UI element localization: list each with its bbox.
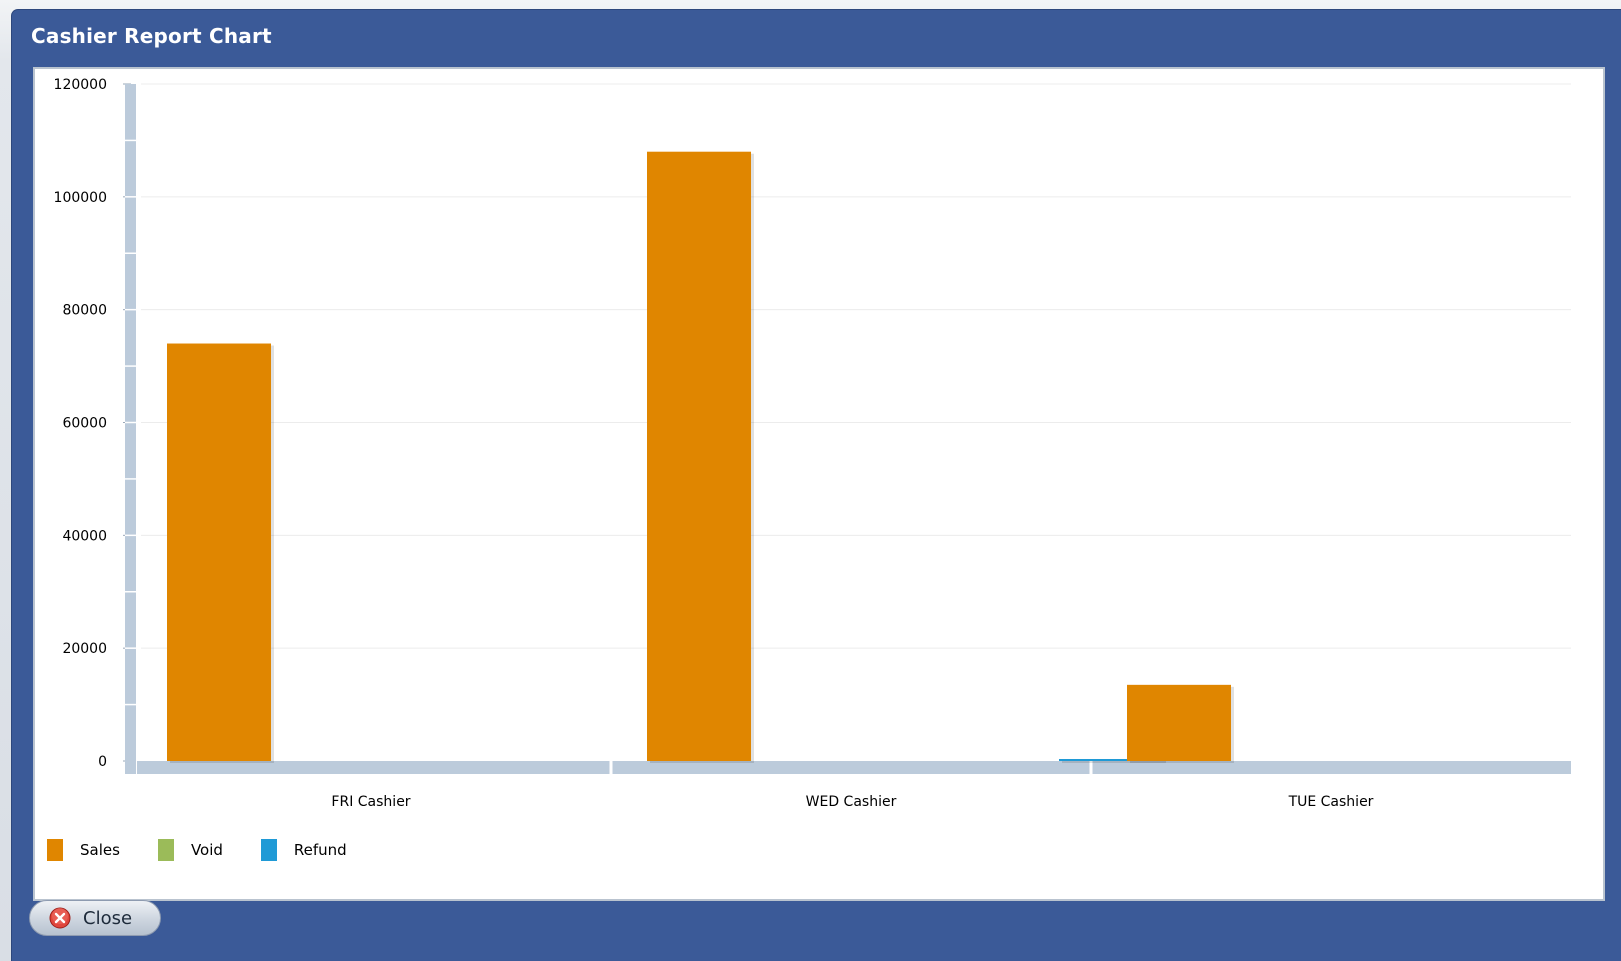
close-icon: [49, 907, 71, 929]
bar-sales: [647, 151, 751, 761]
bar-sales: [1127, 684, 1231, 761]
y-tick-label: 100000: [54, 190, 107, 206]
legend-swatch-refund: [260, 839, 277, 861]
x-category-label: WED Cashier: [806, 794, 897, 810]
chart-legend: Sales Void Refund: [47, 839, 385, 861]
close-button[interactable]: Close: [29, 900, 161, 936]
legend-label-void: Void: [190, 841, 223, 859]
legend-swatch-void: [157, 839, 174, 861]
bar-shadow: [1062, 761, 1166, 763]
legend-label-sales: Sales: [80, 841, 120, 859]
legend-item-refund[interactable]: Refund: [260, 839, 347, 861]
legend-item-sales[interactable]: Sales: [47, 839, 120, 861]
dialog-titlebar[interactable]: Cashier Report Chart: [12, 10, 1621, 58]
close-button-label: Close: [83, 907, 133, 929]
legend-label-refund: Refund: [293, 841, 347, 859]
legend-swatch-sales: [47, 839, 63, 861]
x-axis: [137, 761, 1571, 774]
x-axis-separator: [1089, 761, 1093, 774]
bar-sales: [167, 343, 271, 761]
y-tick-label: 60000: [62, 416, 107, 432]
y-axis: [125, 84, 136, 774]
y-tick-label: 0: [98, 754, 107, 770]
dialog-title: Cashier Report Chart: [31, 24, 272, 48]
x-axis-separator: [609, 761, 613, 774]
bar-refund: [1059, 759, 1163, 761]
y-tick-label: 20000: [62, 641, 107, 657]
y-tick-label: 80000: [62, 303, 107, 319]
y-tick-label: 120000: [54, 77, 107, 93]
y-tick-label: 40000: [62, 528, 107, 544]
chart-dialog: Cashier Report Chart 0 20000 40000 60000 800…: [12, 10, 1621, 961]
chart-panel: 0 20000 40000 60000 80000 100000 120000 FRI Cas…: [33, 67, 1605, 901]
legend-item-void[interactable]: Void: [157, 839, 223, 861]
bar-chart: 0 20000 40000 60000 80000 100000 120000 FRI Cas…: [54, 77, 1571, 810]
x-category-label: FRI Cashier: [331, 794, 410, 810]
x-category-label: TUE Cashier: [1288, 794, 1374, 810]
dialog-footer: Close: [12, 888, 1621, 961]
